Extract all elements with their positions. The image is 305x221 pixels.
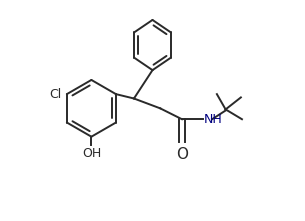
Text: O: O xyxy=(176,147,188,162)
Text: NH: NH xyxy=(204,113,223,126)
Text: Cl: Cl xyxy=(49,88,61,101)
Text: OH: OH xyxy=(82,147,101,160)
